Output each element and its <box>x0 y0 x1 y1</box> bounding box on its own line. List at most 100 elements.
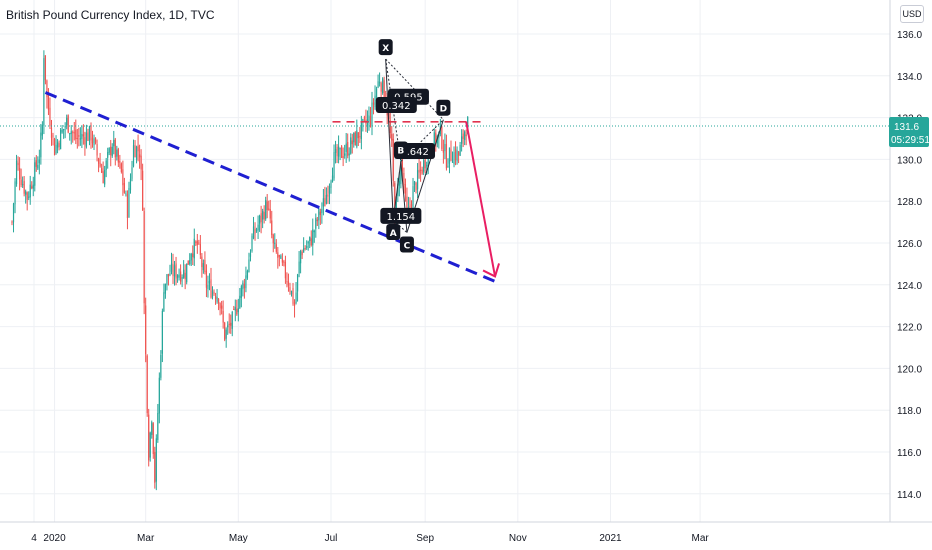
candle-body <box>58 143 60 147</box>
candle-body <box>122 169 124 186</box>
candle-body <box>374 95 376 108</box>
candle-body <box>93 138 95 146</box>
candle-body <box>254 228 256 234</box>
candle-body <box>368 115 370 122</box>
candle-body <box>138 154 141 158</box>
candle-body <box>286 281 288 283</box>
chart-grid <box>0 0 890 522</box>
candle-body <box>415 183 417 191</box>
candle-body <box>325 194 328 204</box>
pattern-point-bg <box>436 99 451 116</box>
candle-body <box>52 135 54 137</box>
candle-body <box>237 308 239 313</box>
time-axis[interactable]: 4 2020 Mar May Jul Sep Nov 2021 Mar <box>0 521 932 544</box>
descending-trendline[interactable] <box>44 91 499 285</box>
candle-body <box>169 273 171 276</box>
candle-body <box>231 312 233 329</box>
candle-body <box>22 184 24 186</box>
candle-body <box>20 179 22 186</box>
candle-body <box>164 283 167 294</box>
candle-body <box>243 283 246 289</box>
candle-body <box>334 149 337 153</box>
candle-body <box>345 143 347 152</box>
candle-body <box>357 132 359 139</box>
candle-body <box>154 452 156 483</box>
candle-body <box>105 160 107 170</box>
candle-body <box>53 138 56 156</box>
candle-body <box>63 128 65 131</box>
y-tick-label: 126.0 <box>897 239 922 250</box>
candle-body <box>134 145 136 158</box>
candle-body <box>192 253 194 258</box>
candle-body <box>178 274 180 278</box>
candle-body <box>56 142 59 148</box>
candle-body <box>284 261 287 279</box>
candle-body <box>260 213 262 223</box>
candle-body <box>280 255 282 259</box>
candle-body <box>456 150 458 162</box>
y-tick-label: 122.0 <box>897 323 922 334</box>
candle-body <box>266 201 268 211</box>
candle-body <box>228 323 230 326</box>
candle-body <box>337 146 340 157</box>
candle-body <box>283 260 285 263</box>
candle-body <box>55 144 57 154</box>
candle-body <box>60 129 62 150</box>
candle-body <box>129 178 132 191</box>
candle-body <box>441 127 443 149</box>
candle-body <box>99 163 101 167</box>
ratio-label: 1.154 <box>387 212 416 223</box>
candle-body <box>447 165 449 167</box>
candle-body <box>221 305 223 309</box>
price-badge-bg <box>889 116 929 147</box>
candle-body <box>369 116 372 125</box>
candle-body <box>249 253 252 257</box>
candle-body <box>148 414 150 461</box>
y-tick-label: 136.0 <box>897 30 922 41</box>
candle-body <box>125 193 127 195</box>
candle-body <box>451 161 454 163</box>
candle-body <box>413 181 416 185</box>
candle-body <box>217 299 220 304</box>
candle-body <box>272 234 274 244</box>
candle-body <box>96 144 98 156</box>
candle-body <box>301 251 303 256</box>
projection-arrow[interactable] <box>465 121 497 277</box>
candle-body <box>193 238 195 259</box>
candle-body <box>459 144 461 156</box>
candle-body <box>137 145 139 152</box>
candle-body <box>204 260 206 272</box>
candle-body <box>116 149 118 157</box>
candle-body <box>41 124 43 136</box>
candle-body <box>389 120 391 134</box>
candle-body <box>49 107 51 126</box>
candle-body <box>173 265 176 277</box>
candle-body <box>295 292 297 304</box>
pattern-ratio-line <box>385 59 402 162</box>
price-axis[interactable]: 136.0134.0132.0130.0128.0126.0124.0122.0… <box>889 0 932 550</box>
candle-body <box>251 235 253 252</box>
candle-body <box>348 153 350 156</box>
candle-body <box>47 94 50 110</box>
candle-body <box>341 146 343 158</box>
candle-body <box>307 241 309 244</box>
candle-body <box>457 151 460 156</box>
candle-body <box>404 184 407 194</box>
candle-body <box>356 130 358 147</box>
candle-body <box>234 307 236 311</box>
currency-button[interactable]: USD <box>900 5 924 23</box>
candle-body <box>198 242 200 244</box>
candle-body <box>202 263 204 271</box>
candle-body <box>298 261 300 274</box>
candle-body <box>117 149 119 163</box>
x-tick-label: Mar <box>137 533 155 544</box>
candle-body <box>180 271 182 282</box>
candle-body <box>245 275 247 289</box>
candle-body <box>166 274 168 285</box>
candle-body <box>392 138 394 181</box>
candle-body <box>263 211 265 220</box>
candle-body <box>324 198 326 207</box>
candle-body <box>113 139 115 147</box>
